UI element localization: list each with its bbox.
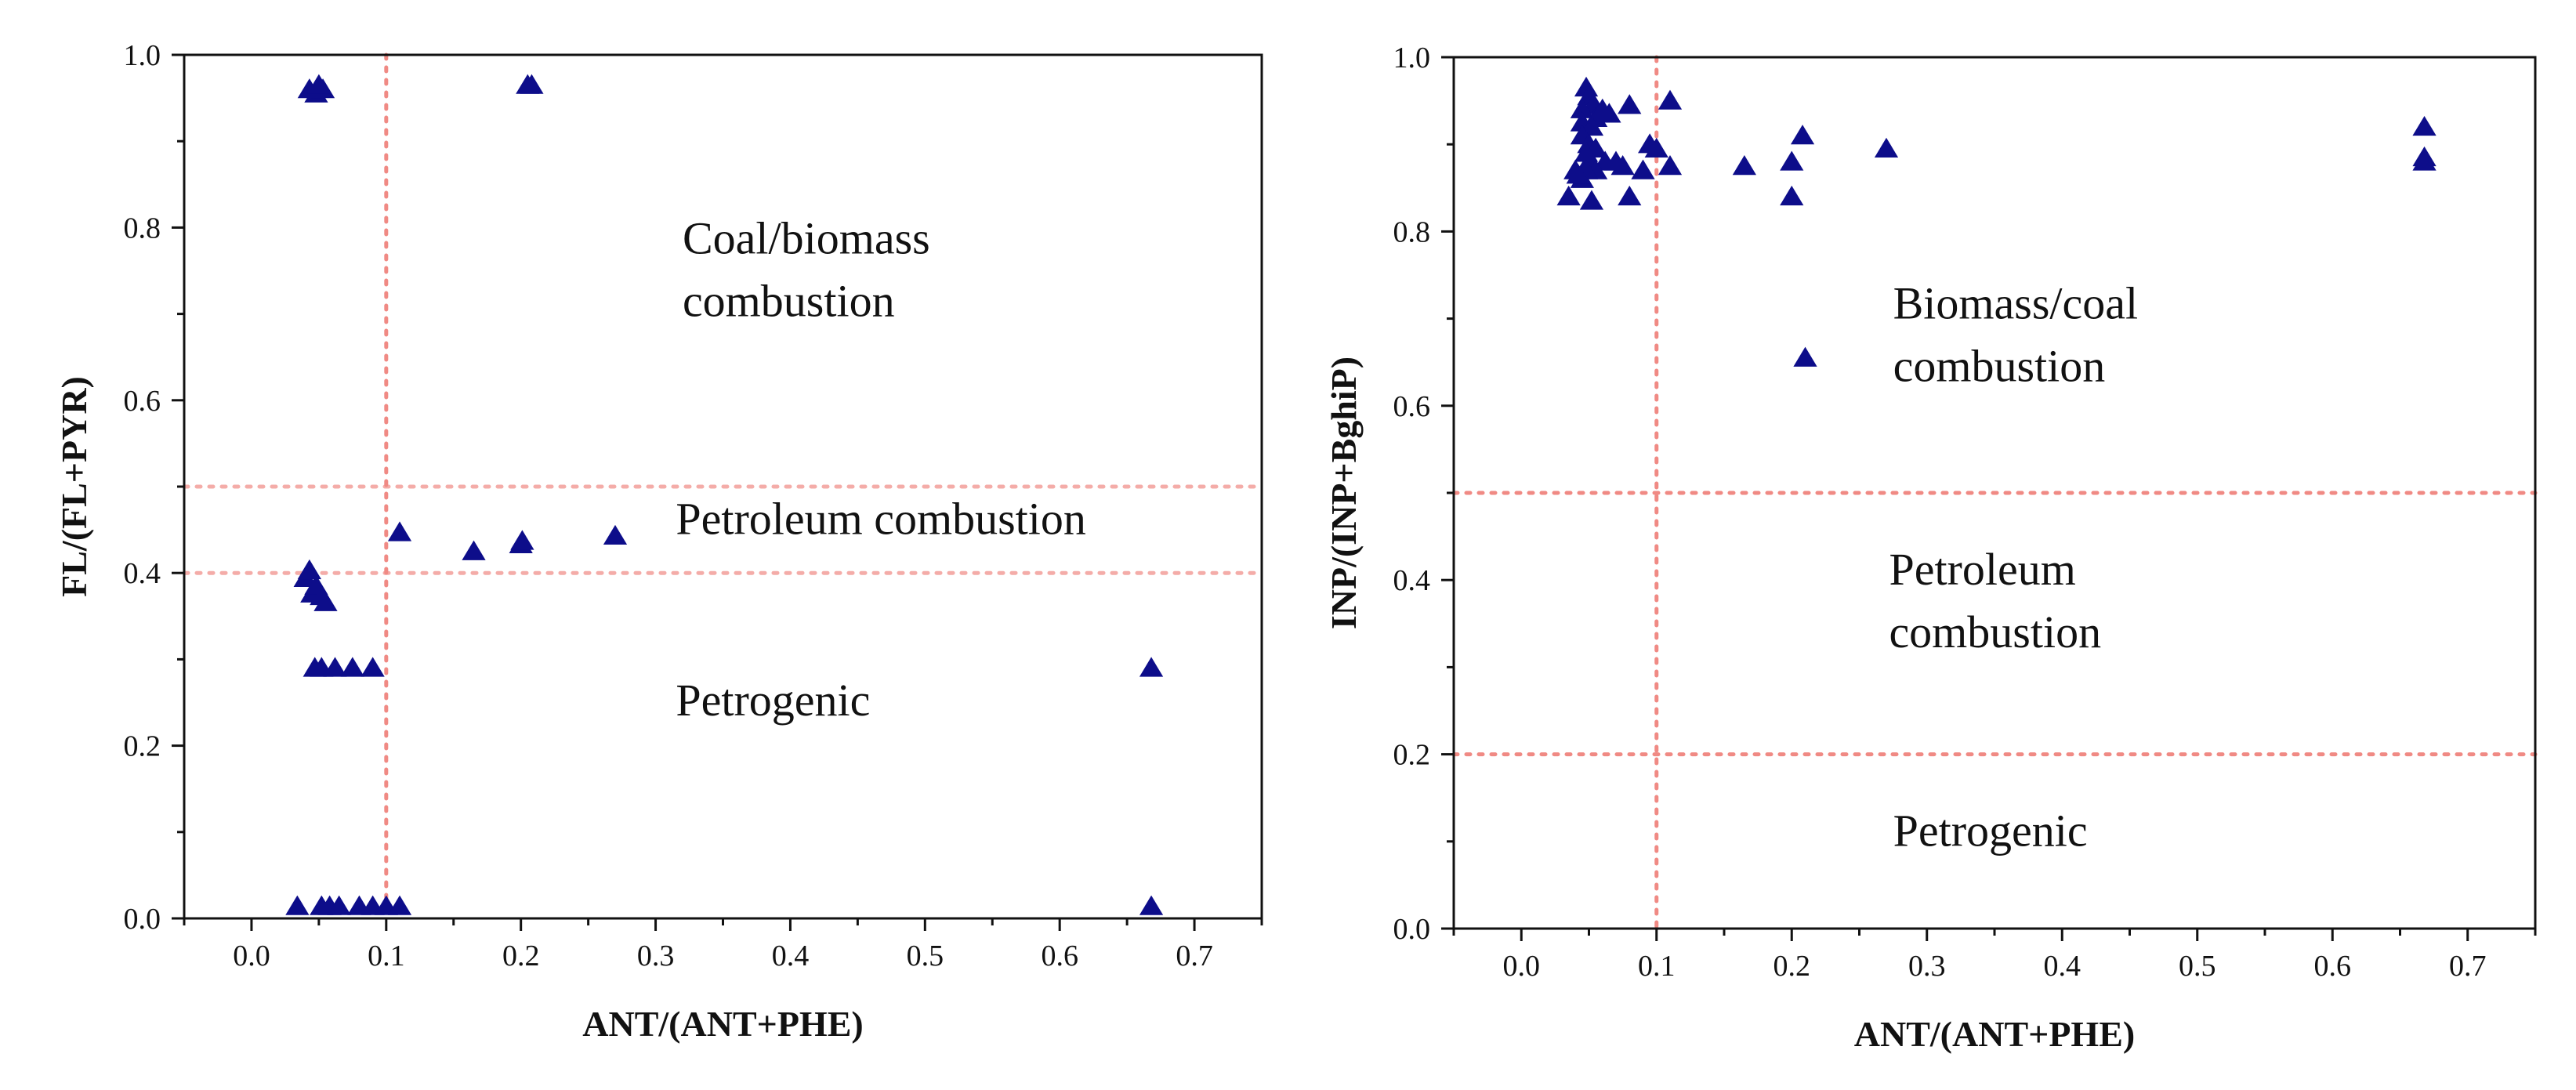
region-label: Biomass/coal — [1893, 278, 2139, 329]
data-point-triangle — [1780, 185, 1804, 206]
x-tick-label: 0.4 — [2044, 950, 2081, 983]
y-tick-label: 0.0 — [1393, 913, 1431, 946]
data-point-triangle — [1658, 155, 1683, 176]
x-axis-title: ANT/(ANT+PHE) — [1854, 1014, 2135, 1054]
data-point-triangle — [2412, 150, 2437, 171]
data-point-triangle — [1597, 103, 1621, 123]
data-point-triangle — [306, 74, 331, 94]
data-point-triangle — [1790, 125, 1815, 145]
x-tick-label: 0.6 — [2314, 950, 2352, 983]
y-tick-label: 1.0 — [1393, 42, 1431, 74]
data-point-triangle — [1610, 155, 1635, 176]
x-tick-label: 0.5 — [907, 940, 944, 972]
data-point-triangle — [2412, 115, 2437, 136]
region-label: combustion — [1889, 607, 2101, 657]
y-tick-label: 0.6 — [1393, 390, 1431, 423]
y-tick-label: 0.8 — [1393, 215, 1431, 248]
x-tick-label: 0.4 — [772, 940, 810, 972]
data-point-triangle — [1574, 142, 1599, 162]
data-point-triangle — [1793, 346, 1817, 367]
region-label: Petrogenic — [676, 675, 870, 726]
x-tick-label: 0.0 — [233, 940, 270, 972]
data-point-triangle — [323, 657, 347, 677]
y-tick-label: 0.2 — [1393, 739, 1431, 772]
x-tick-label: 0.7 — [1176, 940, 1213, 972]
region-label: Petroleum — [1889, 544, 2075, 595]
left-scatter-chart: 0.0 0.1 0.2 0.3 0.4 0.5 0.6 0.7 0.0 0.2 0.4 0.6 0.8 1… — [54, 39, 1264, 1044]
data-point-triangle — [387, 895, 412, 915]
data-point-triangle — [327, 895, 351, 915]
x-tick-label: 0.2 — [1773, 950, 1811, 983]
region-label: Petroleum combustion — [676, 494, 1086, 545]
x-tick-label: 0.3 — [1908, 950, 1946, 983]
x-tick-label: 0.3 — [637, 940, 675, 972]
region-label: Petrogenic — [1893, 805, 2088, 856]
x-tick-label: 0.1 — [1638, 950, 1676, 983]
region-label: Coal/biomass — [683, 212, 930, 263]
data-point-triangle — [1780, 150, 1804, 171]
data-point-triangle — [1732, 155, 1756, 176]
data-point-triangle — [1658, 89, 1683, 110]
data-point-triangle — [360, 657, 385, 677]
data-point-triangle — [297, 559, 321, 580]
right-scatter-chart: 0.0 0.1 0.2 0.3 0.4 0.5 0.6 0.7 0.0 0.2 0.4 0.6 0.8 1… — [1324, 42, 2538, 1054]
region-label: combustion — [683, 275, 895, 326]
y-tick-label: 0.4 — [1393, 564, 1431, 597]
x-tick-label: 0.5 — [2179, 950, 2216, 983]
data-point-triangle — [387, 521, 412, 541]
data-point-triangle — [1644, 137, 1668, 158]
y-tick-label: 0.2 — [124, 730, 161, 763]
data-point-triangle — [1139, 657, 1164, 677]
x-tick-label: 0.6 — [1041, 940, 1078, 972]
data-point-triangle — [603, 524, 628, 545]
data-point-triangle — [520, 74, 544, 94]
x-tick-label: 0.1 — [368, 940, 405, 972]
data-point-triangle — [285, 895, 310, 915]
data-point-triangle — [1566, 164, 1590, 184]
y-tick-label: 0.8 — [124, 212, 161, 244]
y-tick-label: 0.0 — [124, 903, 161, 936]
x-tick-label: 0.0 — [1503, 950, 1541, 983]
data-point-triangle — [340, 657, 364, 677]
data-point-triangle — [1579, 190, 1604, 210]
x-tick-label: 0.2 — [502, 940, 540, 972]
data-point-triangle — [313, 591, 338, 611]
data-point-triangle — [462, 540, 486, 560]
y-axis-title: INP/(INP+BghiP) — [1324, 357, 1364, 629]
region-label: combustion — [1893, 341, 2106, 392]
y-tick-label: 0.4 — [124, 557, 161, 590]
data-point-triangle — [1618, 94, 1642, 114]
data-point-triangle — [1139, 895, 1164, 915]
x-axis-title: ANT/(ANT+PHE) — [582, 1004, 863, 1044]
x-tick-label: 0.7 — [2449, 950, 2487, 983]
y-axis-title: FL/(FL+PYR) — [54, 376, 94, 597]
data-point-triangle — [510, 530, 534, 550]
y-tick-label: 1.0 — [124, 39, 161, 72]
data-point-triangle — [1874, 137, 1899, 158]
data-point-triangle — [1618, 185, 1642, 206]
y-tick-label: 0.6 — [124, 385, 161, 418]
data-point-triangle — [1631, 159, 1655, 179]
data-point-triangle — [1570, 98, 1594, 118]
data-point-triangle — [1556, 185, 1581, 206]
